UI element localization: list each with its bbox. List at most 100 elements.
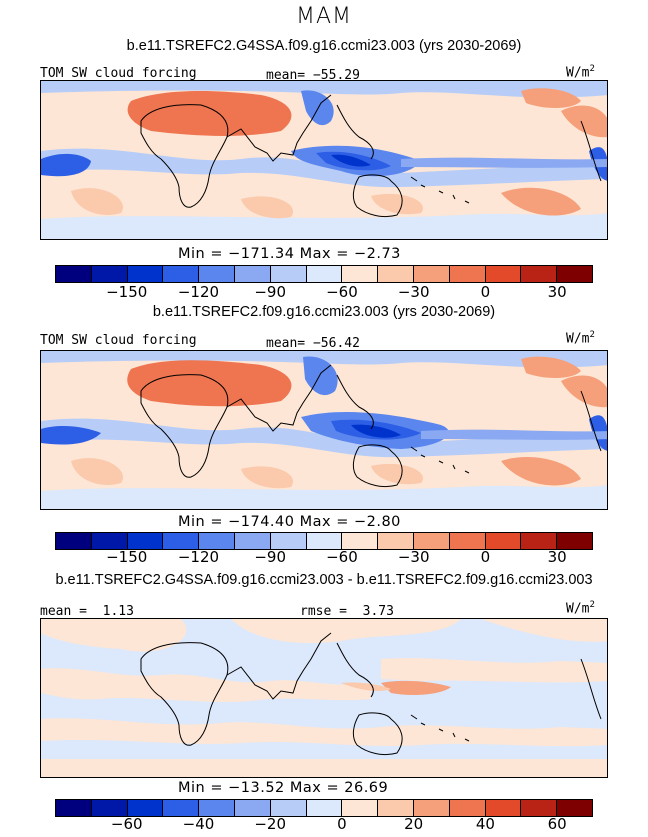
panel2-colorbar xyxy=(55,532,593,550)
colorbar-swatch xyxy=(521,533,558,549)
panel2-title: b.e11.TSREFC2.f09.g16.ccmi23.003 (yrs 20… xyxy=(152,304,496,320)
colorbar-swatch xyxy=(378,533,414,549)
panel2-units: W/m2 xyxy=(566,330,595,347)
colorbar-tick-label: 60 xyxy=(547,815,567,833)
panel3-mean-label: mean = xyxy=(40,604,87,619)
colorbar-swatch xyxy=(557,800,592,816)
panel2-variable-label: TOM SW cloud forcing xyxy=(40,333,197,348)
colorbar-tick-label: −120 xyxy=(177,283,220,301)
colorbar-swatch xyxy=(270,533,307,549)
panel3-rmse-value: 3.73 xyxy=(362,604,394,619)
colorbar-tick-label: −40 xyxy=(182,815,215,833)
colorbar-swatch xyxy=(163,533,200,549)
colorbar-swatch xyxy=(485,800,522,816)
panel1-title: b.e11.TSREFC2.G4SSA.f09.g16.ccmi23.003 (… xyxy=(126,38,522,54)
colorbar-tick-label: 0 xyxy=(337,815,347,833)
colorbar-swatch xyxy=(234,266,271,282)
panel2-max-value: −2.80 xyxy=(353,514,401,530)
colorbar-tick-label: −90 xyxy=(254,283,287,301)
colorbar-swatch xyxy=(56,266,92,282)
panel1-mean: mean= −55.29 xyxy=(266,68,360,83)
panel3-minmax: Min = −13.52 Max = 26.69 xyxy=(178,780,388,796)
panel2-min-value: −174.40 xyxy=(228,514,295,530)
colorbar-swatch xyxy=(56,533,92,549)
colorbar-tick-label: −20 xyxy=(254,815,287,833)
colorbar-tick-label: −90 xyxy=(254,548,287,566)
panel3-title: b.e11.TSREFC2.G4SSA.f09.g16.ccmi23.003 -… xyxy=(55,572,593,588)
panel1-min-value: −171.34 xyxy=(228,246,295,262)
colorbar-swatch xyxy=(56,800,92,816)
colorbar-swatch xyxy=(557,533,592,549)
colorbar-swatch xyxy=(306,266,343,282)
colorbar-tick-label: −60 xyxy=(326,548,358,566)
colorbar-swatch xyxy=(485,533,522,549)
colorbar-swatch xyxy=(413,800,450,816)
panel3-rmse: rmse = 3.73 xyxy=(300,604,394,619)
panel3-rmse-label: rmse = xyxy=(300,604,347,619)
colorbar-tick-label: −30 xyxy=(397,548,430,566)
season-title: MAM xyxy=(295,4,352,29)
colorbar-swatch xyxy=(521,800,558,816)
colorbar-swatch xyxy=(127,533,164,549)
panel1-mean-value: −55.29 xyxy=(312,68,360,83)
colorbar-swatch xyxy=(91,533,128,549)
colorbar-swatch xyxy=(234,533,271,549)
colorbar-swatch xyxy=(306,533,343,549)
colorbar-tick-label: 0 xyxy=(480,283,491,301)
panel1-units: W/m2 xyxy=(566,64,595,81)
panel3-max-label: Max = xyxy=(289,780,340,796)
panel3-mean: mean = 1.13 xyxy=(40,604,134,619)
colorbar-swatch xyxy=(378,800,414,816)
panel1-minmax: Min = −171.34 Max = −2.73 xyxy=(178,246,401,262)
colorbar-tick-label: −150 xyxy=(106,548,148,566)
panel1-max-label: Max = xyxy=(299,246,349,262)
colorbar-swatch xyxy=(449,266,486,282)
colorbar-swatch xyxy=(449,533,486,549)
colorbar-swatch xyxy=(127,800,164,816)
colorbar-swatch xyxy=(234,800,271,816)
colorbar-tick-label: 40 xyxy=(475,815,495,833)
colorbar-swatch xyxy=(342,533,379,549)
colorbar-swatch xyxy=(413,266,450,282)
panel2-mean-label: mean= xyxy=(266,336,306,351)
panel2-mean-value: −56.42 xyxy=(312,336,360,351)
colorbar-swatch xyxy=(163,266,200,282)
panel3-colorbar xyxy=(55,799,593,817)
colorbar-swatch xyxy=(449,800,486,816)
panel2-mean: mean= −56.42 xyxy=(266,336,360,351)
colorbar-swatch xyxy=(270,800,307,816)
panel1-max-value: −2.73 xyxy=(353,246,401,262)
colorbar-swatch xyxy=(270,266,307,282)
colorbar-swatch xyxy=(199,533,235,549)
colorbar-swatch xyxy=(163,800,200,816)
colorbar-tick-label: −150 xyxy=(106,283,148,301)
colorbar-swatch xyxy=(91,266,128,282)
colorbar-tick-label: 30 xyxy=(547,548,567,566)
panel3-min-label: Min = xyxy=(178,780,223,796)
panel3-mean-value: 1.13 xyxy=(102,604,134,619)
panel2-min-label: Min = xyxy=(178,514,223,530)
colorbar-swatch xyxy=(378,266,414,282)
panel1-map xyxy=(40,80,608,240)
colorbar-swatch xyxy=(342,266,379,282)
panel1-mean-label: mean= xyxy=(266,68,306,83)
colorbar-swatch xyxy=(557,266,592,282)
colorbar-swatch xyxy=(199,800,235,816)
panel1-colorbar xyxy=(55,265,593,283)
colorbar-tick-label: −60 xyxy=(110,815,143,833)
panel1-min-label: Min = xyxy=(178,246,223,262)
panel3-max-value: 26.69 xyxy=(344,780,389,796)
colorbar-tick-label: −60 xyxy=(326,283,358,301)
colorbar-swatch xyxy=(199,266,235,282)
colorbar-tick-label: 0 xyxy=(480,548,491,566)
panel3-min-value: −13.52 xyxy=(228,780,285,796)
colorbar-tick-label: 30 xyxy=(547,283,567,301)
panel3-units: W/m2 xyxy=(566,600,595,617)
colorbar-swatch xyxy=(306,800,343,816)
colorbar-swatch xyxy=(91,800,128,816)
colorbar-swatch xyxy=(485,266,522,282)
panel1-variable-label: TOM SW cloud forcing xyxy=(40,66,197,81)
colorbar-swatch xyxy=(413,533,450,549)
panel2-map xyxy=(40,350,608,510)
colorbar-tick-label: −120 xyxy=(177,548,220,566)
